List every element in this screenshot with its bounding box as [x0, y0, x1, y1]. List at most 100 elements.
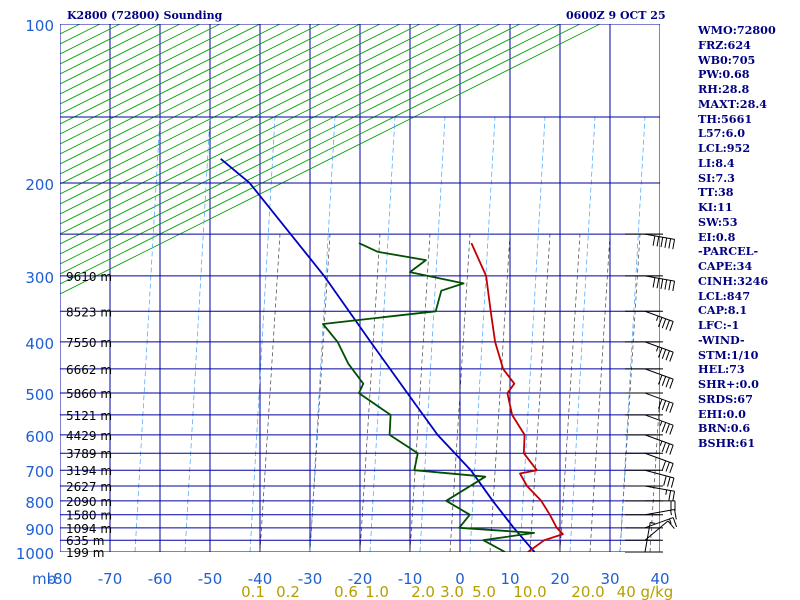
wind-barb-flag — [658, 374, 663, 385]
height-label: 1580 m — [66, 509, 112, 523]
dry-adiabat — [60, 24, 281, 135]
wind-barb — [625, 517, 678, 529]
wind-barb — [625, 414, 674, 435]
wind-barb-half — [659, 440, 663, 446]
dry-adiabat — [60, 24, 381, 185]
height-label: 9610 m — [66, 270, 112, 284]
wind-barb-flag — [661, 422, 667, 433]
index-line: TT:38 — [698, 185, 734, 200]
dry-adiabat — [0, 24, 20, 552]
dry-adiabat — [60, 24, 481, 235]
mixing-ratio-line — [249, 116, 276, 552]
index-line: LCL:952 — [698, 141, 751, 155]
dry-adiabat — [60, 24, 561, 275]
temperature-tick-label: -40 — [248, 570, 273, 588]
wind-barb-flag — [665, 377, 670, 388]
wind-barb-flag — [665, 423, 670, 434]
index-line: PW:0.68 — [698, 67, 750, 82]
height-label: 7550 m — [66, 336, 112, 350]
mixing-ratio-line — [134, 116, 161, 552]
temperature-tick-label: 40 — [650, 570, 669, 588]
mixing-ratio-line — [469, 116, 496, 552]
moist-adiabat — [619, 234, 641, 552]
valid-time: 0600Z 9 OCT 25 — [566, 9, 666, 22]
mixing-ratio-label: 5.0 — [472, 583, 496, 600]
wind-barb-flag — [658, 399, 663, 409]
wind-barb-shaft — [644, 452, 674, 464]
index-line: LI:8.4 — [698, 155, 735, 170]
wind-barb-flag — [663, 475, 667, 486]
height-label: 199 m — [66, 546, 104, 560]
index-line: -PARCEL- — [698, 244, 759, 259]
height-label: 6662 m — [66, 363, 112, 377]
index-line: FRZ:624 — [698, 37, 751, 52]
wind-barb-flag — [661, 349, 667, 359]
wind-barb-flag — [665, 461, 670, 472]
wind-barb-shaft — [644, 485, 675, 492]
wind-barb-flag — [660, 278, 664, 289]
moist-adiabat — [309, 234, 331, 552]
dry-adiabat — [60, 24, 521, 255]
parcel-trace-line — [220, 158, 536, 552]
wind-barb-flag — [661, 376, 667, 386]
wind-barb-shaft — [644, 520, 669, 541]
temperature-tick-label: -80 — [48, 570, 73, 588]
index-line: SI:7.3 — [698, 170, 735, 185]
dry-adiabat — [60, 24, 301, 145]
wind-barb — [625, 341, 674, 362]
mixing-ratio-label: 10.0 — [513, 583, 546, 600]
mixing-ratio-label: 20.0 — [571, 583, 604, 600]
temperature-tick-label: 10 — [500, 570, 519, 588]
wind-barb-flag — [658, 347, 663, 358]
moist-adiabat — [649, 387, 660, 552]
wind-barb-flag — [672, 239, 676, 250]
index-line: TH:5661 — [698, 111, 753, 126]
wind-barb-flag — [667, 476, 671, 487]
wind-barb-flag — [668, 280, 672, 291]
wind-barb-shaft — [644, 392, 674, 404]
wind-barb-shaft — [644, 469, 675, 479]
wind-barb-shaft — [644, 517, 674, 529]
dry-adiabat — [60, 24, 441, 215]
mixing-ratio-label: 2.0 — [411, 583, 435, 600]
index-line: EHI:0.0 — [698, 406, 746, 421]
wind-barb-flag — [658, 317, 663, 327]
wind-barb-flag — [670, 477, 675, 488]
index-line: BSHR:61 — [698, 436, 756, 450]
pressure-unit-label: mb — [32, 570, 56, 588]
index-line: LFC:-1 — [698, 318, 740, 332]
mixing-ratio-label: 1.0 — [365, 583, 389, 600]
wind-barb-shaft — [644, 310, 674, 322]
pressure-tick-label: 500 — [25, 386, 54, 404]
temperature-tick-label: 20 — [550, 570, 569, 588]
dry-adiabat — [60, 24, 541, 265]
wind-barb — [625, 520, 675, 541]
temperature-tick-label: -10 — [398, 570, 423, 588]
temperature-tick-label: 30 — [600, 570, 619, 588]
wind-barb-shaft — [644, 509, 675, 516]
dry-adiabat — [60, 24, 361, 175]
height-label: 3789 m — [66, 447, 112, 461]
wind-barb-half — [665, 489, 668, 495]
wind-barb-flag — [652, 277, 656, 288]
wind-barb-shaft — [644, 233, 675, 240]
wind-barb-shaft — [644, 275, 675, 282]
wind-barb-shaft — [644, 414, 674, 426]
wind-barb — [625, 434, 674, 455]
height-label: 2627 m — [66, 480, 112, 494]
index-line: L57:6.0 — [698, 126, 746, 141]
wind-barb-flag — [665, 443, 670, 454]
wind-barb-flag — [664, 279, 668, 290]
wind-barb-flag — [674, 509, 677, 520]
index-line: KI:11 — [698, 200, 733, 214]
pressure-tick-label: 300 — [25, 269, 54, 287]
moist-adiabat — [489, 234, 511, 552]
wind-barb-flag — [672, 491, 676, 502]
index-line: MAXT:28.4 — [698, 96, 768, 111]
height-label: 5860 m — [66, 387, 112, 401]
wind-barb-flag — [665, 350, 670, 361]
wind-barb-flag — [668, 238, 672, 249]
mixing-ratio-label: 3.0 — [440, 583, 464, 600]
wind-barb-flag — [668, 490, 672, 501]
height-label: 5121 m — [66, 409, 112, 423]
